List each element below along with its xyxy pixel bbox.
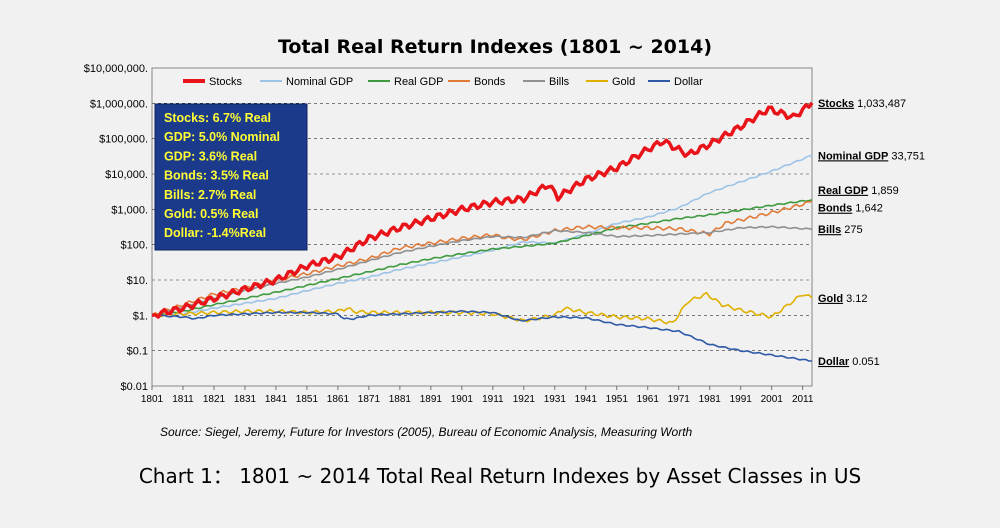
end-label-name: Dollar	[818, 356, 850, 368]
y-tick-label: $1,000,000.	[90, 98, 148, 110]
end-label-value: 275	[841, 224, 862, 236]
legend: Stocks Nominal GDP Real GDP Bonds Bills Gold D…	[183, 76, 703, 88]
series-line-stocks	[151, 101, 814, 319]
end-label-bonds: Bonds 1,642	[818, 203, 883, 215]
y-tick-label: $10,000,000.	[84, 63, 148, 75]
x-tick-label: 1941	[575, 394, 598, 405]
x-tick-label: 1981	[699, 394, 722, 405]
y-tick-label: $1.	[133, 310, 148, 322]
y-tick-label: $0.01	[120, 381, 148, 393]
end-label-name: Nominal GDP	[818, 150, 888, 162]
y-axis: $10,000,000. $1,000,000. $100,000. $10,000.…	[84, 63, 148, 393]
x-tick-label: 1871	[358, 394, 381, 405]
end-label-value: 0.051	[849, 356, 880, 368]
end-label-value: 1,642	[852, 203, 883, 215]
end-label-gold: Gold 3.12	[818, 293, 868, 305]
x-tick-label: 1911	[482, 394, 504, 405]
chart-caption: Chart 1： 1801 ~ 2014 Total Real Return I…	[138, 464, 862, 488]
y-tick-label: $1,000.	[111, 204, 148, 216]
legend-label: Stocks	[209, 76, 243, 88]
x-tick-label: 1901	[451, 394, 474, 405]
end-label-bills: Bills 275	[818, 224, 863, 236]
x-tick-label: 1811	[172, 394, 194, 405]
y-tick-label: $100.	[120, 240, 148, 252]
end-label-dollar: Dollar 0.051	[818, 356, 880, 368]
y-tick-label: $10,000.	[105, 169, 148, 181]
x-tick-label: 1991	[730, 394, 753, 405]
end-labels: Stocks 1,033,487 Nominal GDP 33,751 Real G…	[818, 98, 925, 368]
x-axis: 1801 1811 1821 1831 1841 1851 1861 1871 1881 1891…	[141, 386, 814, 405]
annotation-line: Gold: 0.5% Real	[164, 207, 258, 221]
x-tick-label: 1931	[544, 394, 567, 405]
x-tick-label: 1801	[141, 394, 164, 405]
y-tick-label: $100,000.	[99, 134, 148, 146]
annotation-line: Dollar: -1.4%Real	[164, 226, 266, 240]
series-line-gold	[151, 291, 813, 325]
end-label-nominal-gdp: Nominal GDP 33,751	[818, 150, 925, 162]
annotation-line: Stocks: 6.7% Real	[164, 111, 271, 125]
annotation-box: Stocks: 6.7% Real GDP: 5.0% Nominal GDP: 3…	[154, 103, 308, 251]
x-tick-label: 1831	[234, 394, 257, 405]
end-label-value: 1,859	[868, 185, 899, 197]
x-tick-label: 2001	[761, 394, 784, 405]
x-tick-label: 1821	[203, 394, 226, 405]
x-tick-label: 1891	[420, 394, 443, 405]
x-tick-label: 1951	[606, 394, 629, 405]
legend-label: Nominal GDP	[286, 76, 353, 88]
annotation-line: GDP: 3.6% Real	[164, 149, 257, 163]
legend-label: Bills	[549, 76, 570, 88]
x-tick-label: 1851	[296, 394, 319, 405]
x-tick-label: 1921	[513, 394, 536, 405]
annotation-line: Bills: 2.7% Real	[164, 188, 256, 202]
legend-label: Gold	[612, 76, 635, 88]
end-label-name: Bonds	[818, 203, 852, 215]
end-label-value: 1,033,487	[854, 98, 906, 110]
end-label-stocks: Stocks 1,033,487	[818, 98, 906, 110]
x-tick-label: 1881	[389, 394, 412, 405]
series-lines	[151, 101, 814, 362]
chart-title: Total Real Return Indexes (1801 ~ 2014)	[278, 36, 712, 58]
legend-label: Bonds	[474, 76, 506, 88]
x-tick-label: 1961	[637, 394, 660, 405]
x-tick-label: 1971	[668, 394, 691, 405]
x-tick-label: 1861	[327, 394, 350, 405]
y-tick-label: $10.	[127, 275, 148, 287]
end-label-value: 3.12	[843, 293, 867, 305]
plot-frame	[151, 67, 813, 387]
end-label-name: Stocks	[818, 98, 854, 110]
chart: Total Real Return Indexes (1801 ~ 2014) …	[84, 36, 925, 439]
end-label-name: Real GDP	[818, 185, 868, 197]
series-line-real-gdp	[151, 199, 813, 317]
end-label-value: 33,751	[888, 150, 925, 162]
x-tick-label: 2011	[792, 394, 814, 405]
annotation-box-bg	[154, 103, 308, 251]
y-tick-label: $0.1	[127, 346, 148, 358]
x-tick-label: 1841	[265, 394, 288, 405]
annotation-line: Bonds: 3.5% Real	[164, 169, 269, 183]
source-note: Source: Siegel, Jeremy, Future for Inves…	[160, 425, 693, 439]
legend-label: Dollar	[674, 76, 703, 88]
series-line-dollar	[151, 309, 812, 362]
annotation-line: GDP: 5.0% Nominal	[164, 130, 280, 144]
series-line-nominal-gdp	[151, 154, 813, 317]
end-label-name: Bills	[818, 224, 841, 236]
legend-label: Real GDP	[394, 76, 444, 88]
end-label-name: Gold	[818, 293, 843, 305]
end-label-real-gdp: Real GDP 1,859	[818, 185, 899, 197]
